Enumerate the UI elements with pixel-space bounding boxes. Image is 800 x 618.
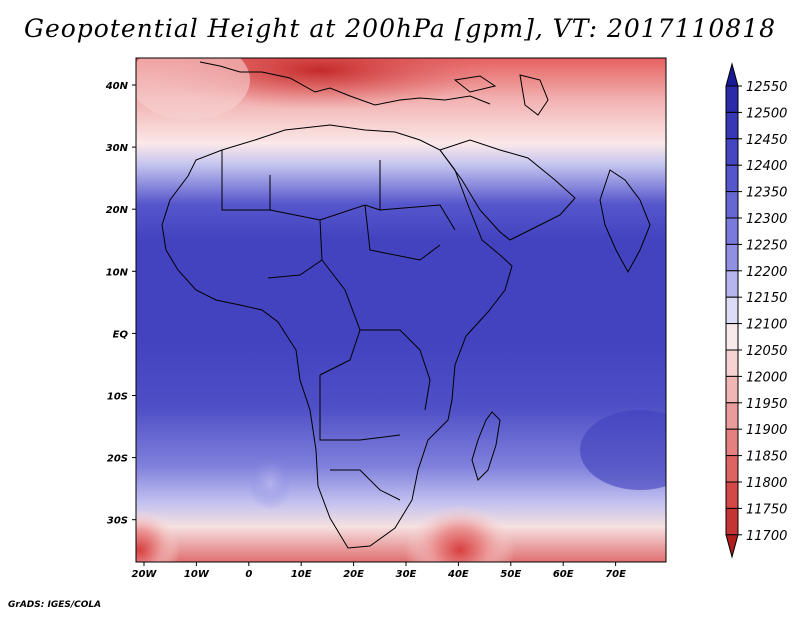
lat-label: 20S: [107, 454, 128, 465]
colorbar-label: 12150: [746, 291, 787, 306]
colorbar-swatch: [725, 428, 739, 457]
lat-label: 40N: [105, 81, 129, 92]
colorbar-label: 11950: [746, 397, 787, 412]
height-field: [136, 58, 666, 562]
colorbar-swatch: [725, 164, 739, 193]
colorbar-swatch: [725, 507, 739, 536]
colorbar-swatch: [725, 243, 739, 272]
lon-label: 10W: [184, 569, 210, 580]
colorbar-label: 12550: [746, 80, 787, 95]
colorbar-label: 12200: [746, 265, 787, 280]
colorbar-swatch: [725, 191, 739, 219]
latitude-axis: 40N 30N 20N 10N EQ 10S 20S 30S: [105, 81, 136, 527]
colorbar-label: 12450: [746, 133, 787, 148]
colorbar-label: 11750: [746, 502, 787, 517]
colorbar-label: 12300: [746, 212, 787, 227]
lon-label: 60E: [553, 569, 574, 580]
plot-frame: [135, 57, 667, 563]
colorbar-swatch: [725, 481, 739, 509]
colorbar-bottom-arrow: [725, 534, 739, 559]
colorbar-label: 11800: [746, 476, 787, 491]
coastlines: [161, 61, 651, 549]
lat-label: 10N: [106, 267, 129, 278]
colorbar-label: 12100: [746, 318, 787, 333]
colorbar-label: 11700: [746, 529, 787, 544]
colorbar-swatch: [725, 138, 739, 166]
colorbar-label: 11900: [746, 423, 787, 438]
colorbar-swatch: [725, 270, 739, 298]
lon-label: 70E: [605, 569, 626, 580]
colorbar-label: 12050: [746, 344, 787, 359]
colorbar-swatch: [725, 85, 739, 113]
colorbar-label: 12400: [746, 159, 787, 174]
credit-text: GrADS: IGES/COLA: [8, 600, 102, 610]
lon-label: 30E: [396, 569, 417, 580]
colorbar-label: 12350: [746, 186, 787, 201]
lon-label: 10E: [291, 569, 312, 580]
lat-label: 30N: [106, 143, 129, 154]
map-title: Geopotential Height at 200hPa [gpm], VT:…: [23, 14, 777, 43]
colorbar-swatch: [725, 375, 739, 404]
colorbar-swatch: [725, 296, 739, 325]
colorbar-label: 12500: [746, 106, 787, 121]
lat-label: 20N: [106, 205, 129, 216]
lon-label: 20W: [132, 569, 158, 580]
colorbar-label: 11850: [746, 450, 787, 465]
colorbar-swatch: [725, 323, 739, 351]
lon-label: 40E: [447, 569, 469, 580]
lon-label: 0: [245, 569, 252, 580]
colorbar-swatch: [725, 349, 739, 377]
colorbar: 12550 12500 12450 12400 12350 12300 12250 12200…: [725, 62, 787, 559]
colorbar-top-arrow: [725, 62, 739, 87]
lat-label: 30S: [107, 516, 128, 527]
colorbar-swatch: [725, 217, 739, 245]
colorbar-swatch: [725, 455, 739, 483]
longitude-axis: 20W 10W 0 10E 20E 30E 40E 50E 60E 70E: [132, 562, 626, 580]
colorbar-label: 12000: [746, 370, 787, 385]
lat-label: EQ: [113, 329, 129, 340]
lon-label: 50E: [500, 569, 521, 580]
lat-label: 10S: [107, 392, 128, 403]
colorbar-swatch: [725, 111, 739, 140]
colorbar-label: 12250: [746, 238, 787, 253]
colorbar-swatch: [725, 402, 739, 430]
lon-label: 20E: [343, 569, 364, 580]
